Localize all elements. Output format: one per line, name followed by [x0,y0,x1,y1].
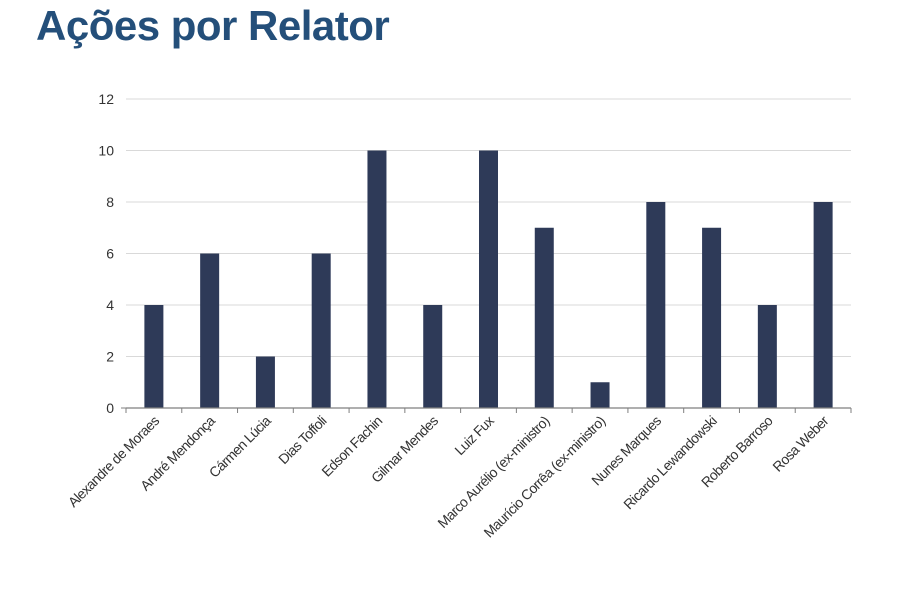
x-category-label: Luiz Fux [451,412,497,458]
x-category-label: Marco Aurélio (ex-ministro) [434,413,552,531]
y-tick-label: 4 [106,297,114,313]
x-category-label: Rosa Weber [769,412,832,475]
bar [479,150,498,408]
bar [367,150,387,408]
bar [646,202,666,408]
x-category-label: Dias Toffoli [275,412,330,467]
y-tick-label: 8 [106,194,114,210]
y-tick-label: 2 [106,349,114,365]
bar [255,356,275,408]
bar [702,227,722,408]
y-tick-label: 6 [106,246,114,262]
x-category-label: Alexandre de Moraes [65,412,163,510]
x-category-label: Ricardo Lewandowski [620,412,720,512]
bar [144,305,164,408]
bar [757,305,777,408]
y-axis-tick-labels: 0 2 4 6 8 10 12 [98,91,114,416]
x-axis [121,407,852,413]
bar [813,202,833,408]
bar [590,382,610,408]
page-title: Ações por Relator [36,2,390,49]
bar [200,253,220,408]
bar [534,227,554,408]
y-tick-label: 0 [106,400,114,416]
bars [144,150,833,408]
bar [311,253,331,408]
y-tick-label: 12 [98,91,114,107]
bar [423,305,443,408]
y-tick-label: 10 [98,143,114,159]
